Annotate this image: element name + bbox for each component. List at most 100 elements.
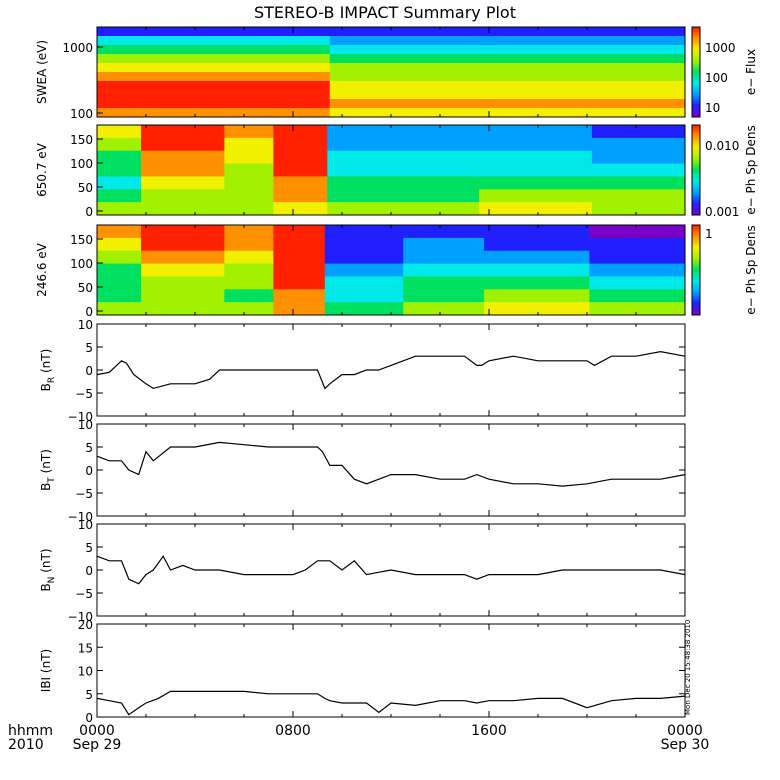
spectrogram-cell	[97, 263, 142, 277]
spectrogram-cell	[273, 289, 326, 303]
spectrogram-cell	[97, 163, 142, 177]
spectrogram-cell	[589, 225, 686, 239]
y-tick-label: 10	[78, 665, 93, 679]
y-axis-label: SWEA (eV)	[35, 40, 49, 104]
spectrogram-cell	[224, 125, 274, 139]
spectrogram-cell	[141, 176, 225, 190]
spectrogram-cell	[591, 176, 686, 190]
spectrogram-cell	[141, 150, 225, 165]
spectrogram-cell	[329, 54, 686, 64]
spectrogram-cell	[329, 99, 686, 109]
y-tick-label: 0	[85, 305, 93, 319]
spectrogram-cell	[589, 263, 686, 277]
y-tick-label: 5	[85, 541, 93, 555]
spectrogram-cell	[273, 237, 326, 252]
spectrogram-cell	[591, 150, 686, 165]
spectrogram-cell	[589, 250, 686, 265]
x-tick-label: 0800	[275, 723, 311, 739]
colorbar	[691, 224, 701, 316]
spectrogram-cell	[224, 150, 274, 165]
spectrogram-cell	[97, 237, 142, 252]
spectrogram-cell	[403, 276, 485, 290]
y-axis-label: 650.7 eV	[35, 142, 49, 197]
spectrogram-cell	[273, 202, 328, 216]
plot-title: STEREO-B IMPACT Summary Plot	[254, 3, 516, 22]
colorbar-tick-label: 0.010	[705, 139, 739, 153]
spectrogram-cell	[224, 225, 274, 239]
spectrogram-cell	[273, 302, 326, 316]
y-tick-label: 100	[70, 257, 93, 271]
y-tick-label: 50	[78, 281, 93, 295]
y-tick-label: 0	[85, 364, 93, 378]
spectrogram-cell	[329, 72, 686, 82]
spectrogram-cell	[97, 189, 142, 203]
spectrogram-cell	[484, 237, 590, 252]
x-tick-label: 1600	[471, 723, 507, 739]
colorbar-label: e− Ph Sp Dens	[744, 225, 758, 314]
spectrogram-cell	[97, 276, 142, 290]
y-tick-label: 20	[78, 618, 93, 632]
spectrogram-cell	[484, 302, 590, 316]
spectrogram-cell	[329, 81, 686, 91]
spectrogram-cell	[484, 250, 590, 265]
spectrogram-cell	[403, 225, 485, 239]
spectrogram-cell	[329, 108, 686, 118]
spectrogram-cell	[273, 189, 328, 203]
spectrogram-cell	[97, 45, 331, 55]
spectrogram-cell	[479, 176, 593, 190]
spectrogram-cell	[329, 36, 686, 46]
colorbar-tick-label: 10	[705, 101, 720, 115]
spectrogram-cell	[97, 250, 142, 265]
spectrogram-cell	[97, 225, 142, 239]
spectrogram-cell	[97, 27, 331, 37]
y-tick-label: 5	[85, 688, 93, 702]
series-line	[96, 350, 686, 390]
line-panel-frame	[96, 323, 686, 417]
spectrogram-cell	[97, 63, 331, 73]
spectrogram-cell	[479, 189, 593, 203]
spectrogram-cell	[479, 150, 593, 165]
colorbar-tick-label: 1000	[705, 41, 736, 55]
spectrogram-cell	[479, 137, 593, 152]
spectrogram-cell	[97, 289, 142, 303]
spectrogram-cell	[327, 202, 480, 216]
spectrogram-cell	[327, 189, 480, 203]
spectrogram-cell	[403, 263, 485, 277]
spectrogram-cell	[403, 237, 485, 252]
spectrogram-cell	[97, 125, 142, 139]
spectrogram-cell	[141, 137, 225, 152]
colorbar	[691, 124, 701, 216]
x-tick-label: 0000	[667, 723, 703, 739]
spectrogram-cell	[97, 202, 142, 216]
x-tick-date-label: Sep 30	[661, 737, 710, 753]
y-tick-label: 5	[85, 441, 93, 455]
spectrogram-cell	[224, 263, 274, 277]
y-tick-label: −5	[75, 387, 93, 401]
spectrogram-cell	[97, 54, 331, 64]
series-line	[96, 690, 686, 716]
spectrogram-cell	[479, 202, 593, 216]
x-tick-label: 0000	[79, 723, 115, 739]
spectrogram-cell	[97, 176, 142, 190]
spectrogram-cell	[141, 202, 225, 216]
line-panel-frame	[96, 423, 686, 517]
spectrogram-cell	[484, 276, 590, 290]
y-tick-label: −10	[68, 510, 93, 524]
y-axis-label: BN (nT)	[39, 548, 57, 591]
spectrogram-cell	[484, 263, 590, 277]
spectrogram-cell	[273, 276, 326, 290]
spectrogram-cell	[141, 263, 225, 277]
spectrogram-cell	[484, 225, 590, 239]
spectrogram-cell	[324, 289, 404, 303]
spectrogram-cell	[224, 176, 274, 190]
spectrogram-cell	[329, 27, 686, 37]
y-tick-label: 150	[70, 133, 93, 147]
spectrogram-cell	[224, 276, 274, 290]
y-tick-label: −10	[68, 610, 93, 624]
y-tick-label: −5	[75, 587, 93, 601]
spectrogram-cell	[141, 289, 225, 303]
colorbar-tick-label: 100	[705, 71, 728, 85]
spectrogram-cell	[403, 250, 485, 265]
y-tick-label: 15	[78, 641, 93, 655]
